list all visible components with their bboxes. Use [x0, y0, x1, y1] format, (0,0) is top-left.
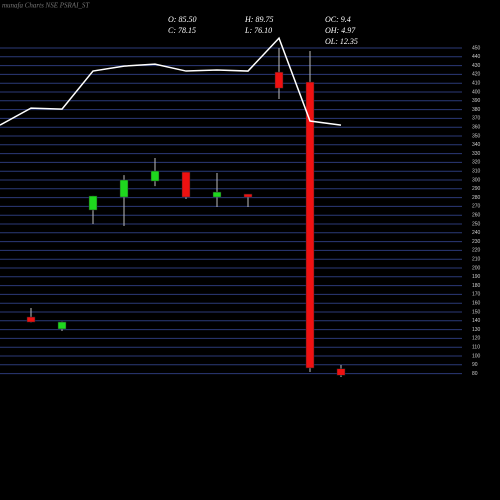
info-label: OL: 12.35: [325, 37, 358, 46]
info-label: O: 85.50: [168, 15, 196, 24]
y-tick-label: 290: [472, 186, 481, 192]
y-tick-label: 180: [472, 283, 481, 289]
y-tick-label: 350: [472, 133, 481, 139]
y-tick-label: 370: [472, 116, 481, 122]
y-tick-label: 150: [472, 309, 481, 315]
info-label: OC: 9.4: [325, 15, 351, 24]
y-tick-label: 380: [472, 107, 481, 113]
y-tick-label: 260: [472, 213, 481, 219]
candle-body: [274, 71, 284, 89]
y-tick-label: 390: [472, 98, 481, 104]
y-tick-label: 230: [472, 239, 481, 245]
y-tick-label: 410: [472, 81, 481, 87]
y-tick-label: 170: [472, 292, 481, 298]
y-tick-label: 330: [472, 151, 481, 157]
y-tick-label: 140: [472, 318, 481, 324]
info-label: H: 89.75: [244, 15, 273, 24]
candle-body: [243, 193, 253, 198]
y-tick-label: 90: [472, 362, 478, 368]
y-tick-label: 300: [472, 177, 481, 183]
y-tick-label: 420: [472, 72, 481, 78]
info-label: C: 78.15: [168, 26, 196, 35]
candle-body: [119, 179, 129, 198]
candle-body: [57, 321, 67, 330]
y-tick-label: 110: [472, 345, 480, 351]
y-tick-label: 250: [472, 221, 481, 227]
chart-title: munafa Charts NSE PSRAI_ST: [2, 2, 90, 10]
info-label: L: 76.10: [244, 26, 272, 35]
y-tick-label: 440: [472, 54, 481, 60]
candle-body: [305, 81, 315, 369]
y-tick-label: 130: [472, 327, 481, 333]
y-tick-label: 100: [472, 353, 481, 359]
y-tick-label: 210: [472, 257, 481, 263]
y-tick-label: 220: [472, 248, 481, 254]
candle-body: [336, 368, 346, 376]
y-tick-label: 280: [472, 195, 481, 201]
indicator-line: [0, 36, 342, 126]
y-tick-label: 450: [472, 45, 481, 51]
y-tick-label: 200: [472, 265, 481, 271]
candle-body: [88, 195, 98, 211]
candle-body: [212, 191, 222, 198]
y-tick-label: 240: [472, 230, 481, 236]
candle-body: [150, 170, 160, 182]
y-tick-label: 400: [472, 89, 481, 95]
y-tick-label: 270: [472, 204, 481, 210]
y-tick-label: 160: [472, 301, 481, 307]
y-tick-label: 80: [472, 371, 478, 377]
y-tick-label: 340: [472, 142, 481, 148]
y-tick-label: 430: [472, 63, 481, 69]
info-label: OH: 4.97: [325, 26, 356, 35]
candle-body: [181, 171, 191, 198]
candle-body: [26, 316, 36, 323]
y-tick-label: 120: [472, 336, 481, 342]
y-tick-label: 190: [472, 274, 481, 280]
y-tick-label: 320: [472, 160, 481, 166]
y-tick-label: 360: [472, 125, 481, 131]
y-tick-label: 310: [472, 169, 481, 175]
